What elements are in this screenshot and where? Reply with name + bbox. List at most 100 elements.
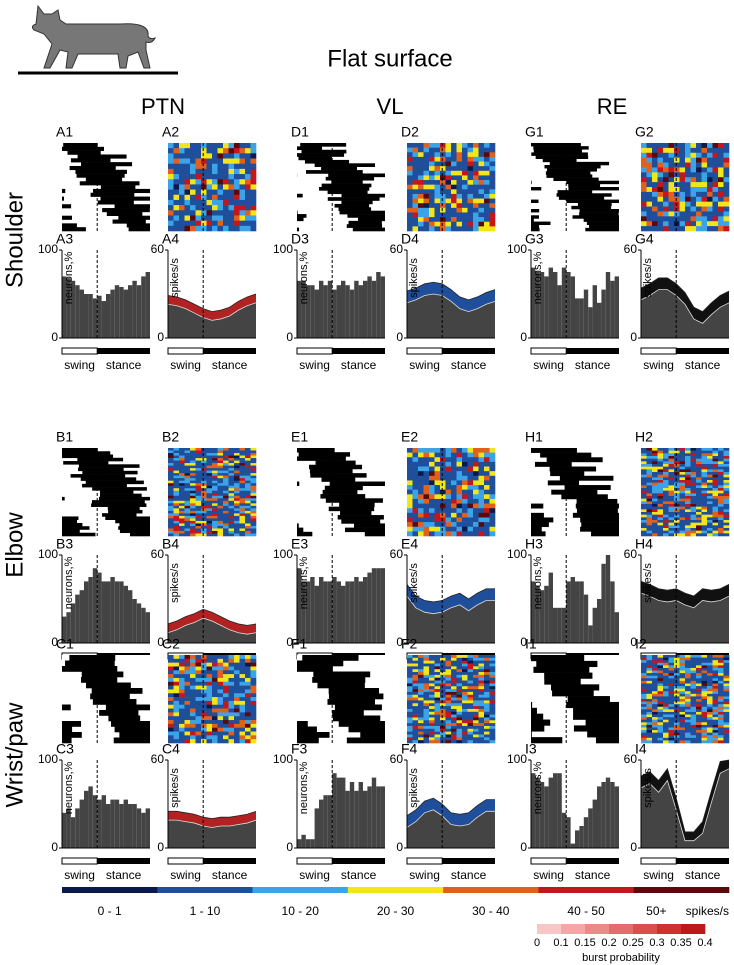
heatmap-cell bbox=[696, 458, 702, 462]
heatmap-cell bbox=[451, 666, 457, 670]
heatmap-cell bbox=[451, 189, 457, 195]
phase-label: swing bbox=[409, 868, 440, 882]
heatmap-cell bbox=[250, 525, 257, 529]
heatmap-cell bbox=[245, 720, 251, 725]
heatmap-cell bbox=[168, 685, 174, 690]
heatmap-cell bbox=[423, 691, 430, 696]
heatmap-cell bbox=[201, 148, 207, 154]
heatmap-cell bbox=[668, 453, 675, 457]
heatmap-cell bbox=[674, 735, 680, 739]
heatmap-cell bbox=[641, 714, 647, 718]
heatmap-cell bbox=[451, 203, 457, 209]
heatmap-cell bbox=[701, 709, 708, 713]
heatmap-cell bbox=[184, 731, 191, 736]
raster-cell bbox=[297, 193, 303, 198]
heatmap-cell bbox=[707, 152, 713, 158]
heatmap-cell bbox=[190, 450, 196, 454]
y-axis-label: neurons,% bbox=[298, 251, 310, 304]
bar bbox=[561, 607, 567, 643]
heatmap-cell bbox=[190, 727, 196, 732]
heatmap-cell bbox=[407, 189, 413, 195]
heatmap-cell bbox=[712, 719, 719, 723]
heatmap-cell bbox=[663, 514, 669, 518]
heatmap-cell bbox=[179, 215, 185, 221]
heatmap-cell bbox=[473, 184, 479, 190]
heatmap-cell bbox=[707, 740, 713, 744]
heatmap-cell bbox=[206, 723, 213, 728]
heatmap-cell bbox=[190, 503, 196, 507]
raster-cell bbox=[62, 516, 79, 521]
heatmap-cell bbox=[184, 174, 191, 180]
heatmap-cell bbox=[168, 655, 174, 660]
heatmap-cell bbox=[206, 210, 213, 216]
heatmap-cell bbox=[250, 689, 257, 694]
heatmap-cell bbox=[701, 704, 708, 708]
heatmap-cell bbox=[674, 496, 680, 499]
heatmap-cell bbox=[473, 663, 479, 667]
heatmap-cell bbox=[663, 177, 669, 183]
heatmap-cell bbox=[168, 448, 174, 451]
lower-line bbox=[640, 289, 730, 324]
heatmap-cell bbox=[641, 477, 647, 481]
heatmap-cell bbox=[418, 143, 424, 148]
heatmap-cell bbox=[451, 461, 457, 467]
heatmap-cell bbox=[707, 711, 713, 715]
heatmap-cell bbox=[718, 667, 724, 671]
heatmap-cell bbox=[484, 466, 490, 472]
heatmap-cell bbox=[407, 737, 413, 741]
heatmap-cell bbox=[467, 694, 474, 698]
heatmap-cell bbox=[440, 677, 446, 681]
heatmap-cell bbox=[456, 170, 463, 176]
heatmap-cell bbox=[652, 704, 658, 708]
heatmap-cell bbox=[173, 450, 180, 454]
heatmap-cell bbox=[429, 147, 435, 153]
heatmap-cell bbox=[223, 475, 229, 479]
y-tick-label: 0 bbox=[51, 330, 58, 344]
heatmap-cell bbox=[641, 673, 647, 677]
heatmap-cell bbox=[489, 689, 496, 693]
heatmap-cell bbox=[250, 662, 257, 667]
bar bbox=[101, 795, 106, 848]
heatmap-cell bbox=[429, 466, 435, 472]
heatmap-cell bbox=[685, 657, 691, 661]
heatmap-cell bbox=[462, 714, 468, 718]
heatmap-cell bbox=[190, 480, 196, 484]
raster-cell bbox=[549, 466, 597, 472]
heatmap-cell bbox=[195, 523, 202, 527]
heatmap-cell bbox=[173, 478, 180, 481]
heatmap-cell bbox=[206, 530, 213, 534]
colorbar-segment bbox=[538, 887, 635, 893]
heatmap-cell bbox=[451, 152, 457, 158]
raster-cell bbox=[331, 180, 363, 184]
heatmap-cell bbox=[445, 212, 452, 218]
bar bbox=[614, 612, 619, 643]
heatmap-cell bbox=[690, 688, 697, 692]
heatmap-cell bbox=[195, 189, 202, 196]
heatmap-cell bbox=[473, 740, 479, 744]
raster-cell bbox=[115, 519, 150, 524]
heatmap-cell bbox=[646, 719, 653, 723]
heatmap-cell bbox=[212, 689, 218, 694]
bar bbox=[548, 267, 553, 338]
heatmap-cell bbox=[217, 697, 224, 702]
heatmap-cell bbox=[440, 143, 446, 148]
heatmap-cell bbox=[641, 686, 647, 689]
heatmap-cell bbox=[179, 523, 185, 527]
heatmap-cell bbox=[473, 180, 479, 185]
panel-label: B4 bbox=[162, 536, 179, 552]
heatmap-cell bbox=[478, 714, 485, 718]
heatmap-cell bbox=[223, 458, 229, 461]
heatmap-cell bbox=[652, 211, 658, 217]
heatmap-cell bbox=[679, 732, 686, 736]
raster-cell bbox=[535, 155, 589, 160]
heatmap-cell bbox=[718, 688, 724, 692]
heatmap-cell bbox=[239, 674, 246, 679]
heatmap-cell bbox=[467, 683, 474, 687]
heatmap-cell bbox=[652, 157, 658, 163]
heatmap-cell bbox=[646, 657, 653, 661]
heatmap-cell bbox=[239, 215, 246, 221]
bar bbox=[592, 607, 597, 643]
heatmap-cell bbox=[407, 489, 413, 495]
heatmap-cell bbox=[184, 685, 191, 690]
heatmap-cell bbox=[663, 187, 669, 193]
